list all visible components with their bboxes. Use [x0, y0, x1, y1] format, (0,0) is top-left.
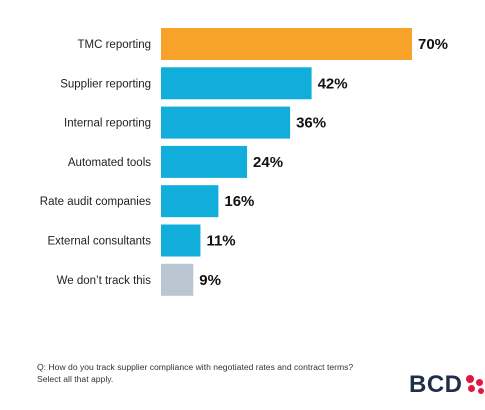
value-label-tmc-reporting: 70% [418, 36, 448, 53]
value-label-supplier-reporting: 42% [318, 75, 348, 92]
bar-internal-reporting [161, 106, 291, 139]
logo-wordmark: BCD [409, 371, 463, 398]
bar-we-don-t-track-this [161, 263, 194, 296]
category-label-external-consultants: External consultants [47, 236, 151, 248]
bar-external-consultants [161, 224, 201, 257]
bar-chart: TMC reporting 70% Supplier reporting 42% Int… [40, 28, 448, 296]
value-label-internal-reporting: 36% [296, 115, 326, 132]
bar-supplier-reporting [161, 67, 312, 100]
category-label-rate-audit-companies: Rate audit companies [40, 196, 151, 208]
value-label-automated-tools: 24% [253, 154, 283, 171]
bar-rate-audit-companies [161, 185, 219, 218]
category-label-tmc-reporting: TMC reporting [78, 39, 152, 51]
value-label-we-don-t-track-this: 9% [199, 272, 221, 289]
value-label-external-consultants: 11% [206, 233, 235, 250]
value-label-rate-audit-companies: 16% [224, 193, 254, 210]
survey-question-footnote: Q: How do you track supplier compliance … [37, 362, 354, 384]
category-label-we-don-t-track-this: We don’t track this [57, 275, 152, 287]
bcd-logo: BCD [409, 373, 485, 397]
bar-tmc-reporting [161, 28, 412, 60]
category-label-supplier-reporting: Supplier reporting [60, 78, 151, 90]
category-label-automated-tools: Automated tools [68, 157, 151, 169]
bar-automated-tools [161, 145, 248, 178]
category-label-internal-reporting: Internal reporting [64, 118, 151, 130]
logo-dots-icon [464, 373, 485, 397]
